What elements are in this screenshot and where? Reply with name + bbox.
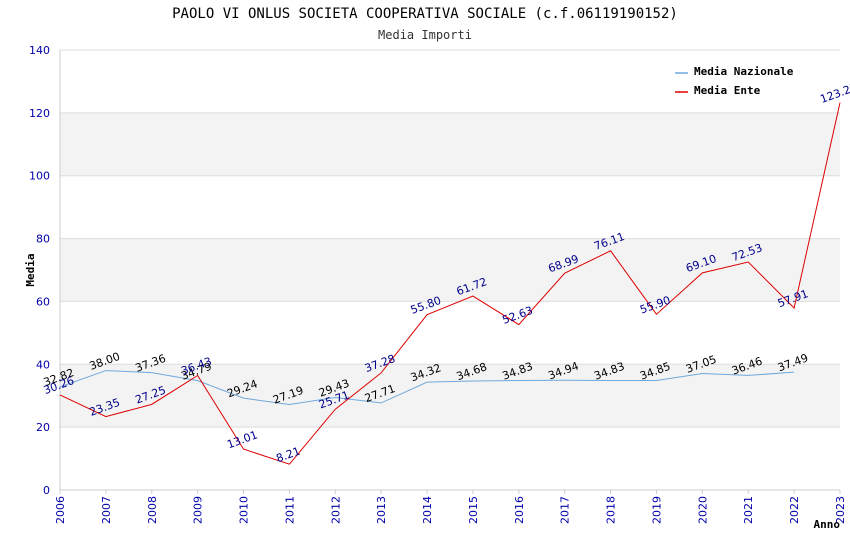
- x-tick-label: 2021: [742, 496, 755, 524]
- y-tick-label: 0: [43, 484, 50, 497]
- x-axis-ticks: 2006 2007 2008 2009 2010 2011 2012 2013 2014 2015…: [54, 490, 847, 524]
- chart-title: PAOLO VI ONLUS SOCIETA COOPERATIVA SOCIA…: [172, 6, 678, 22]
- y-tick-label: 40: [36, 358, 50, 371]
- x-tick-label: 2008: [146, 496, 159, 524]
- x-tick-label: 2020: [696, 496, 709, 524]
- x-tick-label: 2018: [605, 496, 618, 524]
- x-tick-label: 2022: [788, 496, 801, 524]
- plot-band: [60, 427, 840, 490]
- legend-label-media-ente: Media Ente: [694, 84, 761, 97]
- series-line-0: [59, 370, 795, 406]
- x-tick-label: 2007: [100, 496, 113, 524]
- x-axis-label: Anno: [814, 518, 841, 531]
- grid-lines: [60, 49, 840, 491]
- chart-subtitle: Media Importi: [378, 28, 472, 42]
- x-tick-label: 2019: [650, 496, 663, 524]
- plot-band: [60, 238, 840, 302]
- x-tick-label: 2006: [54, 496, 67, 524]
- plot-band: [60, 50, 840, 113]
- x-tick-label: 2014: [421, 496, 434, 524]
- x-tick-label: 2011: [283, 496, 296, 524]
- plot-background: [60, 50, 840, 490]
- series-lines: [59, 102, 841, 465]
- x-tick-label: 2015: [467, 496, 480, 524]
- axes: [59, 50, 840, 491]
- x-tick-label: 2017: [559, 496, 572, 524]
- plot-band: [60, 175, 840, 239]
- y-axis-label: Media: [24, 253, 37, 286]
- y-tick-label: 80: [36, 233, 50, 246]
- y-tick-label: 100: [29, 170, 50, 183]
- legend-label-media-nazionale: Media Nazionale: [694, 65, 794, 78]
- series-line-1: [59, 102, 841, 465]
- x-tick-label: 2016: [513, 496, 526, 524]
- y-tick-label: 140: [29, 44, 50, 57]
- x-tick-label: 2023: [834, 496, 847, 524]
- x-tick-label: 2013: [375, 496, 388, 524]
- y-tick-label: 60: [36, 295, 50, 308]
- y-tick-label: 120: [29, 107, 50, 120]
- y-tick-label: 20: [36, 421, 50, 434]
- plot-band: [60, 364, 840, 428]
- x-tick-label: 2009: [192, 496, 205, 524]
- x-tick-label: 2012: [329, 496, 342, 524]
- legend: Media Nazionale Media Ente: [675, 65, 794, 97]
- y-axis-ticks: 0 20 40 60 80 100 120 140: [29, 44, 50, 497]
- plot-band: [60, 112, 840, 176]
- plot-band: [60, 301, 840, 365]
- x-tick-label: 2010: [238, 496, 251, 524]
